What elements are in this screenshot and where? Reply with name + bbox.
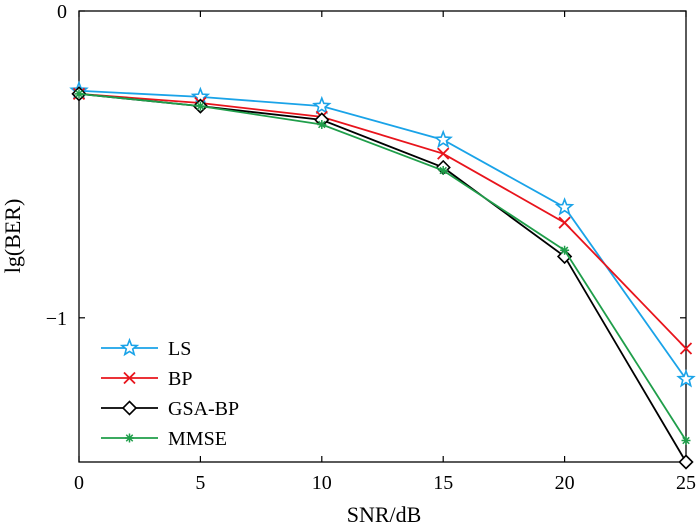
legend-marker-mmse	[125, 433, 134, 443]
data-point-mmse	[195, 101, 205, 111]
legend-marker-bp	[123, 371, 136, 385]
legend-entry-bp: BP	[101, 368, 192, 390]
series-layer	[69, 80, 696, 470]
x-tick-label: 0	[74, 472, 84, 494]
legend-entry-gsa-bp: GSA-BP	[101, 398, 239, 420]
data-point-mmse	[681, 436, 691, 446]
legend-entry-ls: LS	[101, 337, 191, 360]
data-point-gsa-bp	[678, 454, 694, 470]
legend: LS BP GSA-BP MMSE	[101, 337, 239, 450]
plot-frame	[78, 10, 687, 463]
legend-label-gsa-bp: GSA-BP	[168, 398, 239, 420]
series-ls	[69, 80, 696, 388]
data-point-ls	[433, 129, 453, 149]
legend-label-ls: LS	[168, 338, 191, 360]
legend-marker-ls	[119, 337, 140, 357]
legend-label-bp: BP	[168, 368, 192, 390]
legend-label-mmse: MMSE	[168, 428, 227, 450]
x-tick-label: 15	[433, 472, 453, 494]
y-tick-label: −1	[46, 308, 67, 330]
series-line-ls	[78, 89, 687, 380]
y-tick-label: 0	[57, 1, 67, 23]
data-point-mmse	[560, 245, 570, 255]
x-axis-label: SNR/dB	[347, 502, 422, 527]
data-point-mmse	[438, 166, 448, 176]
x-tick-label: 20	[555, 472, 575, 494]
series-mmse	[74, 89, 691, 446]
x-tick-label: 10	[312, 472, 332, 494]
data-point-bp	[558, 216, 571, 229]
data-point-ls	[312, 95, 332, 115]
series-line-bp	[78, 92, 687, 350]
data-point-ls	[676, 368, 696, 388]
data-point-ls	[554, 197, 575, 216]
data-point-bp	[679, 342, 693, 355]
series-line-mmse	[78, 92, 687, 442]
data-point-mmse	[317, 120, 327, 130]
plot-area: 0 5 10 15 20 25 0 −1	[46, 1, 696, 494]
series-gsa-bp	[71, 86, 694, 470]
data-point-mmse	[74, 89, 84, 99]
legend-marker-gsa-bp	[121, 400, 138, 416]
data-point-bp	[437, 147, 450, 160]
y-axis-label: lg(BER)	[0, 199, 25, 274]
x-tick-label: 5	[195, 472, 205, 494]
legend-entry-mmse: MMSE	[101, 428, 227, 450]
x-tick-label: 25	[676, 472, 696, 494]
